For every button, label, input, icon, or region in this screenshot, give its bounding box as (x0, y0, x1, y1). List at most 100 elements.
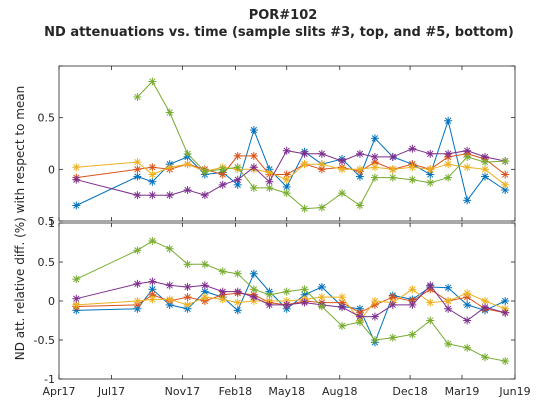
data-point-blue (249, 126, 258, 135)
data-point-blue (501, 186, 510, 194)
data-point-yellow (218, 295, 227, 304)
data-point-blue (444, 283, 453, 292)
data-point-blue (463, 196, 472, 205)
data-point-purple (133, 279, 142, 288)
data-point-purple (444, 304, 453, 313)
data-point-green (249, 183, 258, 192)
data-point-blue (501, 297, 510, 305)
data-point-green (218, 267, 227, 276)
data-point-purple (355, 149, 364, 158)
data-point-green (200, 260, 209, 269)
data-point-purple (338, 303, 347, 312)
data-point-blue (481, 172, 490, 181)
x-tick-label: Nov17 (165, 385, 200, 398)
data-point-purple (148, 277, 157, 286)
data-point-purple (218, 180, 227, 189)
y-tick-label: 1 (48, 217, 55, 230)
data-point-purple (282, 300, 291, 309)
data-point-green (388, 333, 397, 342)
data-point-green (317, 203, 326, 212)
data-point-green (370, 336, 379, 344)
data-point-blue (249, 269, 258, 278)
data-point-orange (249, 151, 258, 160)
data-point-green (338, 189, 347, 198)
data-point-green (338, 321, 347, 330)
data-point-green (300, 285, 309, 294)
data-point-yellow (165, 163, 174, 172)
series-group (72, 77, 510, 213)
data-point-yellow (300, 160, 309, 169)
data-point-green (165, 108, 174, 117)
y-tick-label: -0.5 (34, 334, 55, 347)
data-point-purple (165, 191, 174, 200)
data-point-purple (408, 144, 417, 153)
data-point-orange (133, 165, 142, 174)
data-point-yellow (165, 295, 174, 304)
data-point-green (426, 316, 435, 325)
data-point-blue (148, 177, 157, 186)
data-point-purple (388, 300, 397, 309)
data-point-green (148, 236, 157, 245)
data-point-blue (444, 116, 453, 125)
data-point-purple (338, 157, 347, 166)
data-point-yellow (338, 165, 347, 174)
data-point-yellow (233, 298, 242, 307)
data-point-yellow (481, 165, 490, 174)
data-point-yellow (183, 160, 192, 169)
data-point-green (463, 343, 472, 352)
data-point-purple (444, 149, 453, 158)
data-point-green (444, 339, 453, 348)
data-point-purple (300, 149, 309, 158)
data-point-yellow (148, 170, 157, 179)
data-point-green (282, 287, 291, 296)
data-point-purple (200, 281, 209, 290)
data-point-purple (249, 163, 258, 172)
data-point-purple (300, 298, 309, 307)
data-point-yellow (444, 160, 453, 169)
data-point-yellow (183, 300, 192, 309)
data-point-yellow (133, 297, 142, 305)
title-line-2: ND attenuations vs. time (sample slits #… (44, 25, 514, 40)
series-group (72, 236, 510, 366)
data-point-purple (72, 294, 81, 303)
data-point-blue (282, 182, 291, 191)
data-point-purple (317, 149, 326, 158)
data-point-green (265, 183, 274, 192)
data-point-yellow (463, 163, 472, 172)
x-tick-label: Dec18 (392, 385, 427, 398)
data-point-green (481, 158, 490, 167)
data-point-orange (501, 170, 510, 179)
data-point-green (463, 152, 472, 161)
data-point-yellow (463, 289, 472, 298)
data-point-green (218, 165, 227, 174)
data-point-yellow (426, 298, 435, 307)
data-point-orange (388, 293, 397, 302)
data-point-green (265, 290, 274, 299)
data-point-purple (233, 175, 242, 184)
plot-top: 0.5 0 0.5 (38, 65, 516, 228)
data-point-purple (355, 312, 364, 321)
data-point-blue (426, 170, 435, 179)
data-point-purple (133, 191, 142, 200)
data-point-yellow (501, 180, 510, 189)
data-point-green (355, 318, 364, 327)
x-tick-label: Aug18 (322, 385, 357, 398)
data-point-yellow (444, 297, 453, 305)
data-point-purple (249, 293, 258, 302)
y-tick-label: 0.5 (38, 215, 56, 228)
data-point-yellow (388, 165, 397, 174)
data-point-purple (72, 175, 81, 184)
data-point-green (200, 167, 209, 176)
data-point-green (183, 260, 192, 269)
axes-box (58, 65, 516, 222)
data-point-yellow (408, 163, 417, 172)
data-point-purple (370, 312, 379, 321)
data-point-green (501, 357, 510, 366)
data-point-yellow (72, 163, 81, 172)
x-tick-label: Mar19 (445, 385, 480, 398)
data-point-green (233, 269, 242, 278)
data-point-yellow (355, 165, 364, 174)
data-point-purple (165, 281, 174, 290)
